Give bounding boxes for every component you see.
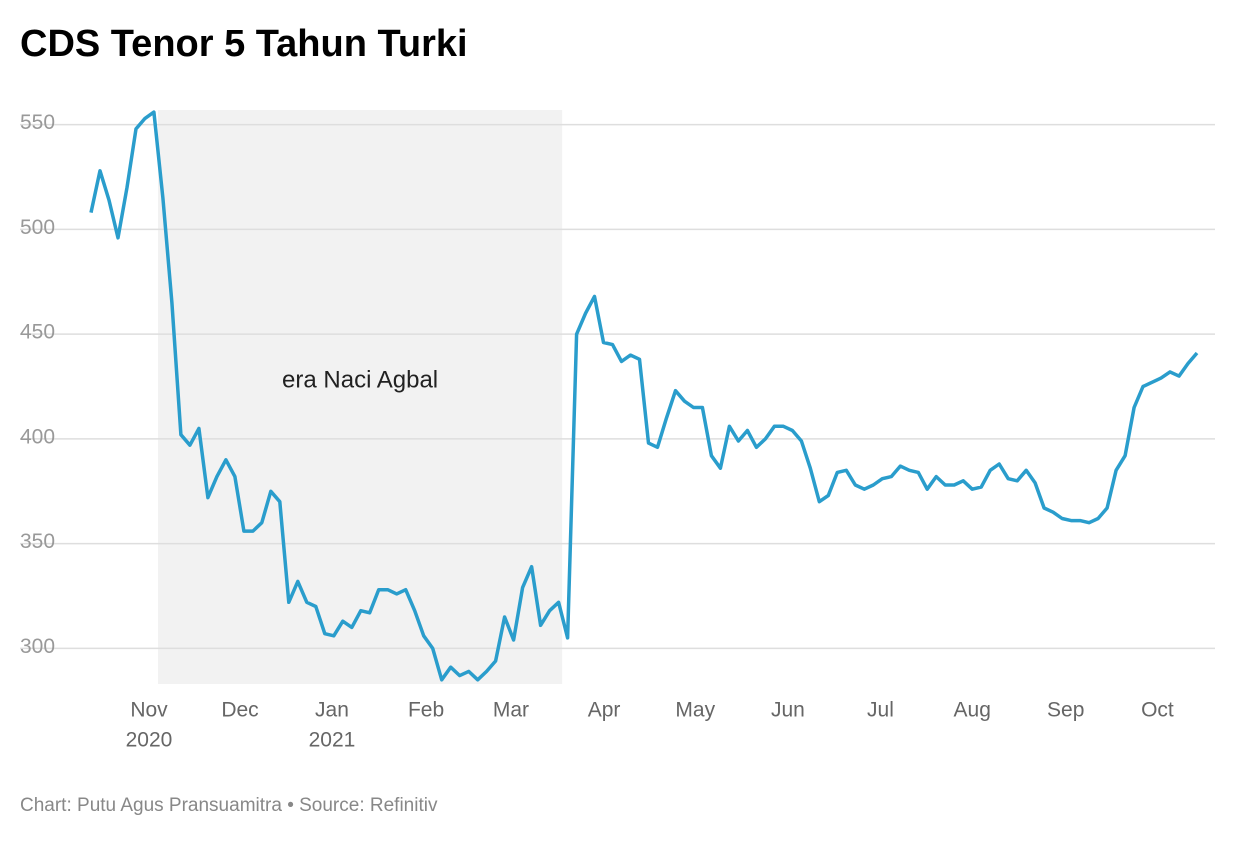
shade-label: era Naci Agbal <box>282 366 438 393</box>
y-tick-label: 500 <box>20 216 55 239</box>
x-tick-label: Feb <box>408 699 444 722</box>
x-tick-label: Jun <box>771 699 805 722</box>
x-tick-label: Aug <box>954 699 991 722</box>
x-tick-label: Jan <box>315 699 349 722</box>
x-tick-label: Oct <box>1141 699 1174 722</box>
chart-title: CDS Tenor 5 Tahun Turki <box>20 23 468 65</box>
x-tick-year: 2021 <box>309 729 356 752</box>
x-tick-label: Dec <box>221 699 258 722</box>
y-tick-label: 450 <box>20 321 55 344</box>
x-tick-label: Nov <box>130 699 168 722</box>
y-tick-label: 550 <box>20 111 55 134</box>
shaded-period <box>157 110 563 684</box>
x-tick-label: Jul <box>867 699 894 722</box>
x-tick-label: Mar <box>493 699 529 722</box>
x-tick-year: 2020 <box>126 729 173 752</box>
chart-footer: Chart: Putu Agus Pransuamitra • Source: … <box>20 795 438 816</box>
x-tick-label: May <box>675 699 715 722</box>
x-tick-label: Apr <box>588 699 621 722</box>
y-tick-label: 300 <box>20 635 55 658</box>
data-line <box>89 110 1199 682</box>
y-tick-label: 400 <box>20 425 55 448</box>
x-tick-label: Sep <box>1047 699 1084 722</box>
y-tick-label: 350 <box>20 530 55 553</box>
